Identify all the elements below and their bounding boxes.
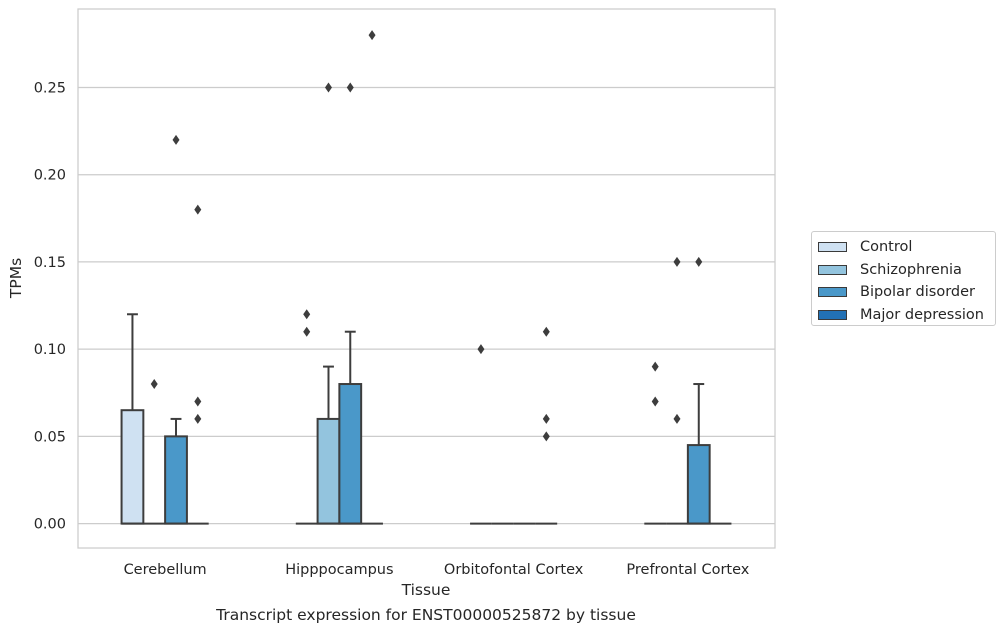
legend-label: Bipolar disorder: [860, 284, 975, 301]
x-tick-label: Cerebellum: [124, 562, 207, 578]
y-tick-label: 0.10: [34, 342, 66, 358]
outlier-marker: [542, 431, 550, 442]
x-tick-labels: Cerebellum Hipppocampus Orbitofontal Corte…: [124, 562, 750, 578]
outlier-marker: [194, 396, 202, 407]
y-tick-label: 0.25: [34, 80, 66, 96]
legend: Control Schizophrenia Bipolar disorder Majo…: [811, 231, 996, 326]
box-plots: [120, 313, 732, 525]
box: [316, 417, 341, 525]
box-bipolar-disorder: [164, 417, 188, 525]
outlier-marker: [324, 82, 332, 93]
outlier-marker: [172, 134, 180, 145]
outlier-marker: [477, 344, 485, 355]
outlier-marker: [150, 379, 158, 390]
box: [686, 444, 711, 525]
legend-item: Control: [818, 236, 989, 259]
legend-swatch: [818, 242, 847, 253]
legend-swatch: [818, 287, 847, 298]
box: [120, 409, 145, 525]
outlier-marker: [368, 30, 376, 41]
outlier-marker: [542, 413, 550, 424]
box: [164, 435, 188, 525]
y-tick-label: 0.20: [34, 168, 66, 184]
outlier-marker: [303, 309, 311, 320]
box: [338, 383, 363, 525]
box-bipolar-disorder: [686, 383, 711, 525]
outlier-marker: [194, 204, 202, 215]
outlier-marker: [303, 326, 311, 337]
box-bipolar-disorder: [338, 330, 363, 525]
outlier-marker: [695, 256, 703, 267]
outlier-points: [150, 30, 703, 442]
legend-label: Schizophrenia: [860, 261, 962, 278]
plot-frame: [77, 8, 776, 549]
outlier-marker: [651, 361, 659, 372]
legend-label: Control: [860, 239, 913, 256]
x-axis-label: Tissue: [401, 581, 451, 599]
y-tick-label: 0.05: [34, 429, 66, 445]
legend-item: Schizophrenia: [818, 259, 989, 282]
outlier-marker: [651, 396, 659, 407]
box-control: [120, 313, 145, 525]
legend-swatch: [818, 264, 847, 275]
chart-title: Transcript expression for ENST0000052587…: [216, 606, 636, 624]
y-axis-label: TPMs: [7, 258, 25, 299]
x-tick-label: Hipppocampus: [285, 562, 393, 578]
x-tick-label: Orbitofontal Cortex: [444, 562, 584, 578]
y-tick-label: 0.15: [34, 255, 66, 271]
outlier-marker: [542, 326, 550, 337]
y-tick-labels: 0.00 0.05 0.10 0.15 0.20 0.25: [34, 80, 66, 532]
y-tick-label: 0.00: [34, 517, 66, 533]
legend-swatch: [818, 309, 847, 320]
outlier-marker: [346, 82, 354, 93]
legend-item: Bipolar disorder: [818, 281, 989, 304]
legend-label: Major depression: [860, 306, 984, 323]
box-schizophrenia: [316, 365, 341, 525]
outlier-marker: [194, 413, 202, 424]
outlier-marker: [673, 256, 681, 267]
legend-item: Major depression: [818, 304, 989, 327]
outlier-marker: [673, 413, 681, 424]
x-tick-label: Prefrontal Cortex: [626, 562, 749, 578]
